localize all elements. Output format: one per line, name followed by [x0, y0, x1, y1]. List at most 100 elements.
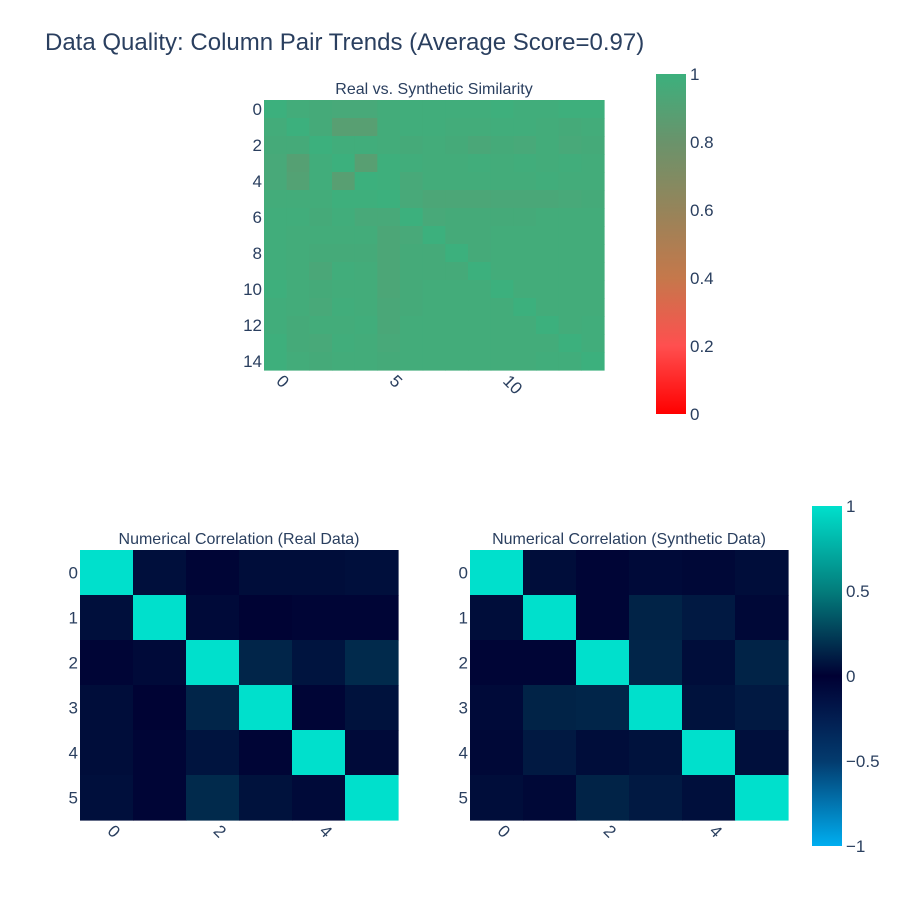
colorbar-tick-label: 1 — [846, 497, 855, 516]
heatmap-cell — [309, 352, 333, 371]
heatmap-cell — [490, 208, 514, 227]
heatmap-cell — [264, 262, 288, 281]
heatmap-cell — [445, 226, 469, 245]
heatmap-cell — [286, 226, 310, 245]
heatmap-cell — [345, 775, 399, 821]
heatmap-cell — [80, 775, 134, 821]
heatmap-cell — [309, 100, 333, 119]
heatmap-cell — [445, 352, 469, 371]
subplot-title: Numerical Correlation (Real Data) — [119, 531, 360, 548]
heatmap-cell — [490, 190, 514, 209]
heatmap-cell — [523, 730, 577, 776]
heatmap-cell — [558, 280, 582, 299]
heatmap-cell — [354, 190, 378, 209]
heatmap-cell — [422, 154, 446, 173]
heatmap-cell — [735, 685, 789, 731]
heatmap-cell — [264, 154, 288, 173]
heatmap-cell — [513, 190, 537, 209]
heatmap-cell — [513, 118, 537, 137]
heatmap-cell — [332, 244, 356, 263]
heatmap-cell — [581, 244, 605, 263]
heatmap-cell — [264, 100, 288, 119]
heatmap-cell — [239, 640, 293, 686]
heatmap-cell — [629, 685, 683, 731]
heatmap-cell — [400, 172, 424, 191]
heatmap-cell — [513, 262, 537, 281]
heatmap-cell — [332, 352, 356, 371]
heatmap-cell — [80, 640, 134, 686]
heatmap-cell — [239, 685, 293, 731]
heatmap-cell — [286, 190, 310, 209]
heatmap-cell — [264, 136, 288, 155]
heatmap-cell — [292, 550, 346, 596]
heatmap-cell — [422, 298, 446, 317]
heatmap-cell — [536, 334, 560, 353]
heatmap-cell — [264, 334, 288, 353]
heatmap-cell — [354, 118, 378, 137]
heatmap-cell — [422, 334, 446, 353]
heatmap-cell — [264, 172, 288, 191]
heatmap-cell — [490, 118, 514, 137]
heatmap-cell — [292, 730, 346, 776]
heatmap-cell — [332, 154, 356, 173]
heatmap-cell — [581, 334, 605, 353]
heatmap-cell — [490, 172, 514, 191]
heatmap-cell — [377, 352, 401, 371]
y-tick-label: 4 — [69, 744, 78, 763]
heatmap-cell — [558, 208, 582, 227]
heatmap-cell — [470, 730, 524, 776]
heatmap-cell — [445, 154, 469, 173]
heatmap-cell — [536, 208, 560, 227]
heatmap-cell — [581, 190, 605, 209]
colorbar-tick-label: 0.6 — [690, 201, 714, 220]
heatmap-cell — [309, 316, 333, 335]
heatmap-cell — [354, 154, 378, 173]
heatmap-cell — [332, 208, 356, 227]
heatmap-cell — [332, 172, 356, 191]
heatmap-cell — [558, 334, 582, 353]
plots-layer: Real vs. Synthetic Similarity02468101214… — [69, 65, 880, 856]
heatmap-cell — [682, 775, 736, 821]
heatmap-cell — [629, 595, 683, 641]
heatmap-cell — [309, 262, 333, 281]
y-tick-label: 6 — [253, 208, 262, 227]
heatmap-cell — [558, 172, 582, 191]
colorbar-tick-label: 0.5 — [846, 582, 870, 601]
heatmap-cell — [468, 136, 492, 155]
heatmap-cell — [629, 775, 683, 821]
heatmap-cell — [468, 316, 492, 335]
heatmap-cell — [309, 334, 333, 353]
heatmap-cell — [576, 595, 630, 641]
heatmap-cell — [377, 190, 401, 209]
heatmap-cell — [513, 172, 537, 191]
heatmap-cell — [332, 316, 356, 335]
heatmap-cell — [576, 775, 630, 821]
colorbar-tick-label: 0.4 — [690, 269, 714, 288]
heatmap-cell — [468, 352, 492, 371]
heatmap-cell — [400, 100, 424, 119]
heatmap-cell — [309, 244, 333, 263]
colorbar-tick-label: −1 — [846, 837, 865, 856]
heatmap-cell — [332, 190, 356, 209]
y-tick-label: 5 — [69, 789, 78, 808]
heatmap-cell — [468, 280, 492, 299]
heatmap-cell — [536, 262, 560, 281]
heatmap-cell — [345, 550, 399, 596]
heatmap-cell — [422, 190, 446, 209]
heatmap-cell — [400, 190, 424, 209]
heatmap-cell — [400, 118, 424, 137]
heatmap-cell — [286, 352, 310, 371]
heatmap-cell — [513, 298, 537, 317]
heatmap-cell — [377, 334, 401, 353]
heatmap-cell — [286, 334, 310, 353]
heatmap-cell — [80, 550, 134, 596]
heatmap-cell — [264, 352, 288, 371]
heatmap-cell — [536, 190, 560, 209]
heatmap-cell — [576, 730, 630, 776]
heatmap-cell — [309, 136, 333, 155]
heatmap-cell — [264, 208, 288, 227]
heatmap-cell — [468, 244, 492, 263]
heatmap-cell — [735, 775, 789, 821]
x-tick-label: 4 — [316, 821, 336, 841]
